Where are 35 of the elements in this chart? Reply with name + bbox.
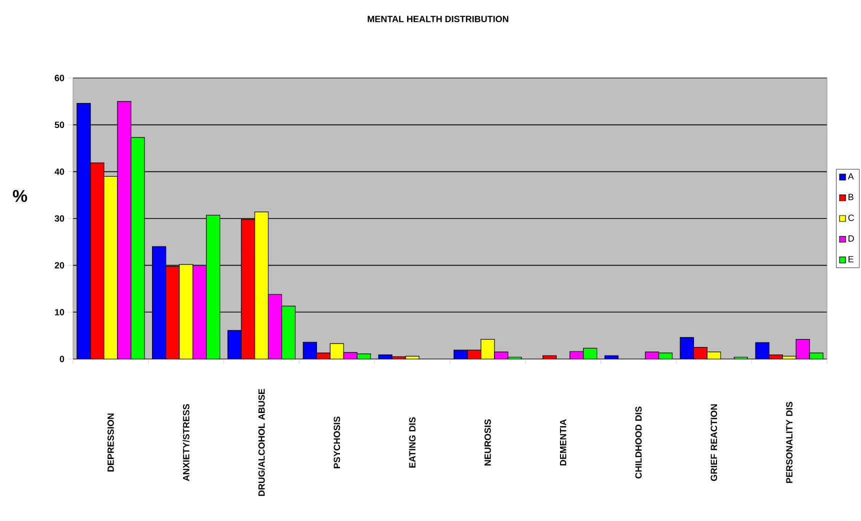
y-tick-label: 30 bbox=[54, 215, 64, 222]
chart-title: MENTAL HEALTH DISTRIBUTION bbox=[368, 16, 508, 22]
legend-label: D bbox=[848, 235, 854, 242]
x-tick-label: PERSONALITY DIS bbox=[786, 402, 792, 483]
bar bbox=[192, 265, 207, 360]
y-axis-title: % bbox=[12, 190, 28, 202]
x-tick-label: DEMENTIA bbox=[560, 419, 566, 466]
bar bbox=[117, 101, 132, 360]
bar bbox=[604, 355, 619, 360]
legend-label: E bbox=[848, 256, 854, 262]
y-tick-label: 20 bbox=[54, 262, 64, 269]
y-tick-label: 40 bbox=[54, 168, 64, 175]
y-tick-label: 60 bbox=[54, 74, 64, 82]
x-tick-label: GRIEF REACTION bbox=[710, 404, 718, 481]
y-tick-label: 50 bbox=[54, 122, 64, 128]
x-tick-label: PSYCHOSIS bbox=[334, 416, 340, 468]
bar bbox=[130, 137, 145, 360]
y-tick-label: 0 bbox=[60, 356, 64, 362]
bar bbox=[268, 294, 282, 360]
x-tick-label: CHILDHOOD DIS bbox=[635, 406, 642, 478]
legend-label: C bbox=[848, 214, 854, 222]
x-tick-label: DRUG/ALCOHOL ABUSE bbox=[258, 388, 265, 496]
bar bbox=[90, 162, 104, 360]
bar bbox=[206, 214, 220, 360]
legend-label: A bbox=[848, 173, 854, 180]
bar bbox=[166, 266, 180, 360]
x-tick-label: EATING DIS bbox=[409, 417, 416, 468]
bar bbox=[693, 347, 708, 360]
y-tick-label: 10 bbox=[55, 309, 64, 316]
bar bbox=[281, 306, 296, 360]
legend-label: B bbox=[848, 194, 854, 200]
x-tick-label: NEUROSIS bbox=[484, 419, 491, 466]
bar bbox=[240, 219, 256, 360]
x-tick-label: ANXIETY/STRESS bbox=[182, 404, 190, 482]
x-tick-label: DEPRESSION bbox=[108, 414, 114, 472]
